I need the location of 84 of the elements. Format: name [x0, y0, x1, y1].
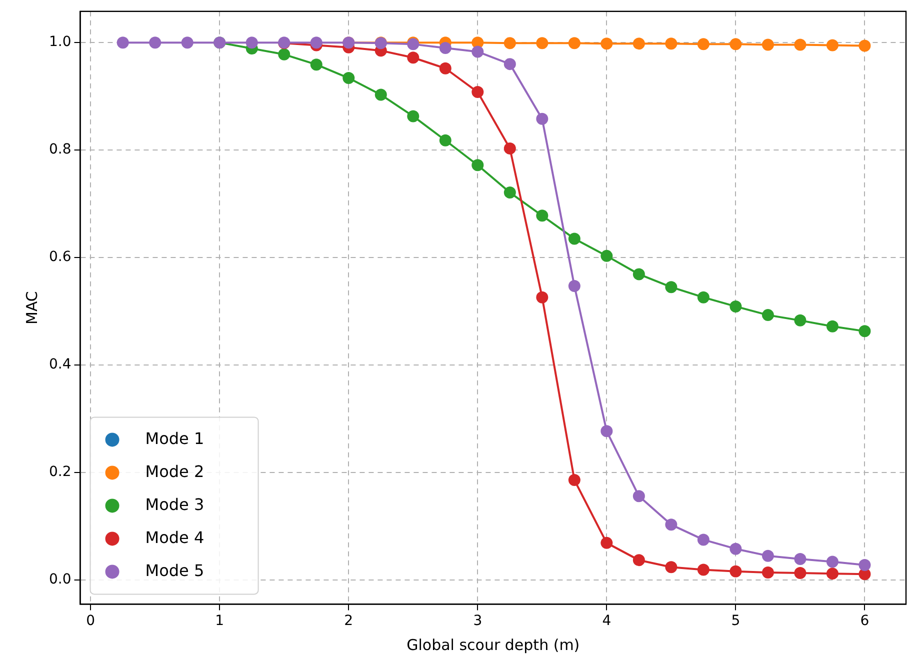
- point: [439, 62, 452, 74]
- point: [794, 314, 806, 326]
- point: [536, 210, 548, 222]
- point: [310, 58, 322, 71]
- point: [730, 565, 742, 578]
- point: [600, 536, 613, 549]
- point: [762, 309, 774, 322]
- y-tick-label: 0.8: [49, 142, 72, 158]
- point: [665, 38, 678, 50]
- point: [116, 36, 129, 49]
- point: [504, 58, 516, 70]
- point: [568, 37, 580, 50]
- point: [730, 38, 742, 50]
- point: [730, 542, 742, 555]
- point: [665, 281, 678, 294]
- point: [536, 112, 548, 125]
- point: [826, 568, 838, 580]
- x-axis-title: Global scour depth (m): [406, 636, 580, 654]
- legend-label: Mode 3: [145, 494, 204, 514]
- point: [632, 268, 645, 280]
- point: [149, 36, 162, 49]
- point: [665, 518, 678, 531]
- point: [407, 52, 420, 64]
- legend-label: Mode 2: [145, 462, 204, 481]
- point: [858, 558, 871, 571]
- point: [504, 37, 516, 50]
- point: [504, 142, 516, 154]
- point: [858, 40, 871, 52]
- point: [697, 38, 710, 50]
- point: [730, 300, 742, 312]
- point: [472, 86, 484, 98]
- point: [246, 36, 258, 49]
- point: [632, 38, 645, 50]
- point: [439, 134, 452, 146]
- x-tick-label: 0: [86, 613, 96, 630]
- point: [439, 42, 452, 54]
- point: [826, 320, 838, 332]
- point: [697, 564, 710, 576]
- legend-label: Mode 4: [145, 528, 204, 547]
- point: [568, 474, 580, 486]
- y-tick-label: 0.4: [49, 356, 72, 373]
- x-tick-label: 5: [731, 613, 740, 630]
- x-tick-label: 3: [473, 613, 482, 630]
- point: [342, 72, 355, 84]
- point: [600, 38, 613, 50]
- point: [600, 250, 613, 262]
- point: [568, 280, 580, 292]
- y-tick-label: 0.2: [49, 464, 72, 480]
- y-tick-label: 0.6: [49, 249, 72, 266]
- point: [504, 186, 516, 199]
- legend-label: Mode 1: [145, 428, 204, 448]
- point: [600, 425, 613, 438]
- x-tick-label: 2: [344, 613, 354, 630]
- point: [407, 110, 420, 122]
- point: [762, 38, 774, 51]
- point: [794, 553, 806, 566]
- point: [536, 37, 548, 50]
- legend-label: Mode 5: [145, 560, 204, 580]
- point: [181, 36, 194, 49]
- point: [762, 566, 774, 578]
- point: [762, 550, 774, 562]
- point: [374, 88, 387, 101]
- point: [697, 534, 710, 546]
- x-tick-label: 4: [602, 613, 612, 630]
- point: [794, 38, 806, 51]
- point: [278, 48, 290, 60]
- point: [632, 490, 645, 502]
- point: [665, 561, 678, 574]
- point: [536, 291, 548, 304]
- point: [310, 36, 322, 49]
- y-tick-label: 0.0: [49, 572, 72, 588]
- point: [794, 567, 806, 580]
- point: [472, 159, 484, 172]
- point: [858, 325, 871, 338]
- point: [472, 46, 484, 58]
- point: [697, 291, 710, 304]
- point: [568, 232, 580, 245]
- y-axis-title: MAC: [22, 291, 41, 325]
- point: [826, 556, 838, 568]
- point: [632, 554, 645, 566]
- x-tick-label: 1: [215, 613, 224, 630]
- x-tick-label: 6: [860, 613, 870, 630]
- y-tick-label: 1.0: [49, 34, 72, 50]
- point: [826, 39, 838, 52]
